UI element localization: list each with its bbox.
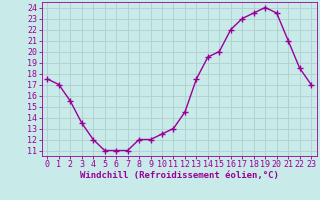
X-axis label: Windchill (Refroidissement éolien,°C): Windchill (Refroidissement éolien,°C) <box>80 171 279 180</box>
